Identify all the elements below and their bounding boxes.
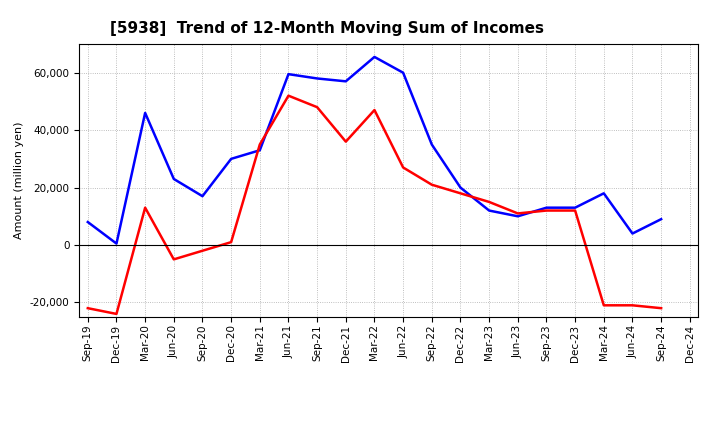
Net Income <box>112 311 121 316</box>
Net Income <box>513 211 522 216</box>
Ordinary Income <box>341 79 350 84</box>
Net Income <box>284 93 293 98</box>
Net Income <box>169 257 178 262</box>
Ordinary Income <box>169 176 178 182</box>
Ordinary Income <box>657 216 665 222</box>
Y-axis label: Amount (million yen): Amount (million yen) <box>14 121 24 239</box>
Line: Ordinary Income: Ordinary Income <box>88 57 661 244</box>
Ordinary Income <box>513 214 522 219</box>
Net Income <box>571 208 580 213</box>
Net Income <box>456 191 465 196</box>
Ordinary Income <box>485 208 493 213</box>
Ordinary Income <box>428 142 436 147</box>
Net Income <box>485 199 493 205</box>
Net Income <box>370 107 379 113</box>
Ordinary Income <box>628 231 636 236</box>
Net Income <box>198 248 207 253</box>
Net Income <box>628 303 636 308</box>
Ordinary Income <box>284 72 293 77</box>
Line: Net Income: Net Income <box>88 95 661 314</box>
Ordinary Income <box>141 110 150 116</box>
Ordinary Income <box>256 147 264 153</box>
Ordinary Income <box>112 241 121 246</box>
Ordinary Income <box>84 220 92 225</box>
Legend: Ordinary Income, Net Income: Ordinary Income, Net Income <box>242 438 536 440</box>
Ordinary Income <box>370 54 379 59</box>
Ordinary Income <box>227 156 235 161</box>
Ordinary Income <box>542 205 551 210</box>
Net Income <box>84 305 92 311</box>
Net Income <box>399 165 408 170</box>
Ordinary Income <box>198 194 207 199</box>
Net Income <box>542 208 551 213</box>
Net Income <box>657 305 665 311</box>
Net Income <box>227 239 235 245</box>
Net Income <box>256 142 264 147</box>
Net Income <box>341 139 350 144</box>
Ordinary Income <box>456 185 465 190</box>
Net Income <box>600 303 608 308</box>
Ordinary Income <box>399 70 408 75</box>
Net Income <box>141 205 150 210</box>
Ordinary Income <box>571 205 580 210</box>
Ordinary Income <box>600 191 608 196</box>
Net Income <box>428 182 436 187</box>
Net Income <box>312 105 321 110</box>
Ordinary Income <box>312 76 321 81</box>
Text: [5938]  Trend of 12-Month Moving Sum of Incomes: [5938] Trend of 12-Month Moving Sum of I… <box>110 21 544 36</box>
